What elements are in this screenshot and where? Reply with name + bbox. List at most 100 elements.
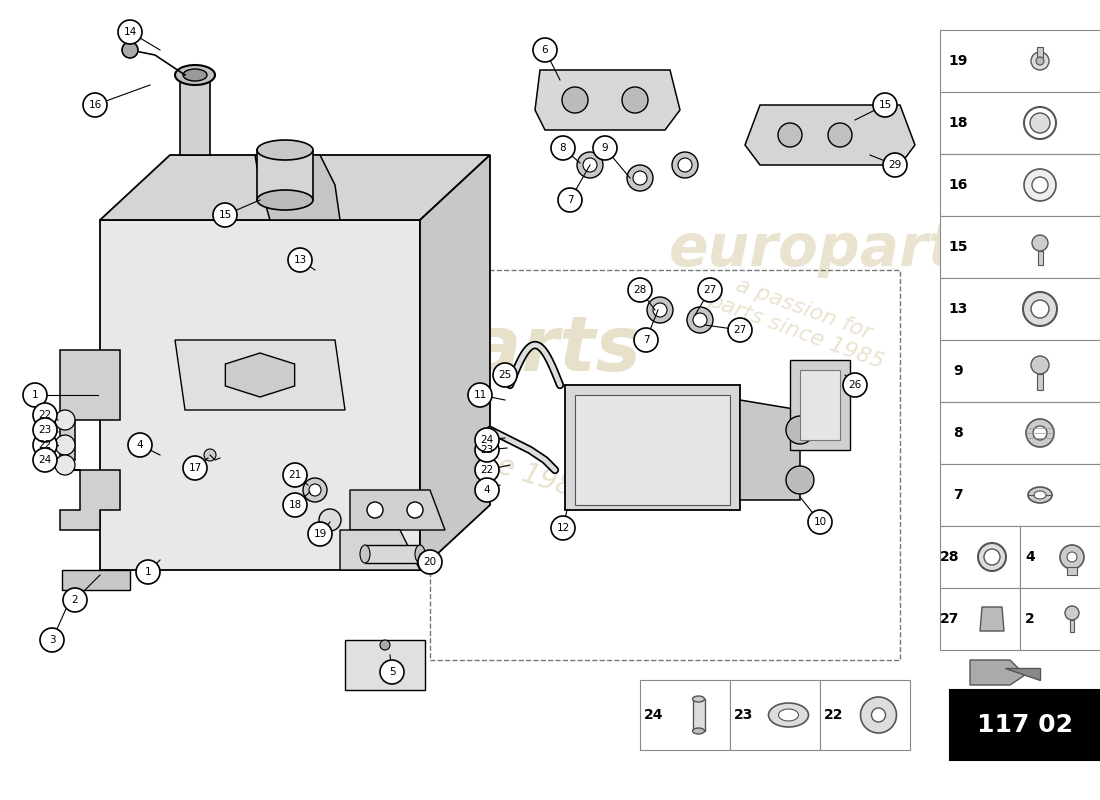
Circle shape <box>1031 300 1049 318</box>
Circle shape <box>1031 356 1049 374</box>
Circle shape <box>593 136 617 160</box>
Text: 28: 28 <box>634 285 647 295</box>
Polygon shape <box>420 155 490 570</box>
Circle shape <box>808 510 832 534</box>
Circle shape <box>122 42 138 58</box>
Circle shape <box>283 463 307 487</box>
Polygon shape <box>175 340 345 410</box>
Polygon shape <box>970 660 1025 685</box>
Bar <box>430 270 900 660</box>
Circle shape <box>728 318 752 342</box>
Text: 23: 23 <box>39 425 52 435</box>
Circle shape <box>475 438 499 462</box>
Polygon shape <box>535 70 680 130</box>
Circle shape <box>379 660 404 684</box>
Ellipse shape <box>415 545 425 563</box>
Circle shape <box>698 278 722 302</box>
Circle shape <box>843 373 867 397</box>
Bar <box>1037 374 1043 390</box>
Bar <box>940 216 1100 278</box>
Text: 24: 24 <box>481 435 494 445</box>
Polygon shape <box>740 400 800 500</box>
Bar <box>1067 567 1077 575</box>
Circle shape <box>578 152 603 178</box>
Circle shape <box>319 509 341 531</box>
Text: 24: 24 <box>39 455 52 465</box>
Text: 4: 4 <box>136 440 143 450</box>
Bar <box>1020 588 1100 650</box>
Text: 13: 13 <box>948 302 968 316</box>
Polygon shape <box>255 155 340 220</box>
Circle shape <box>407 502 424 518</box>
Text: 17: 17 <box>188 463 201 473</box>
Bar <box>940 154 1100 216</box>
Bar <box>940 588 1020 650</box>
Text: 22: 22 <box>39 440 52 450</box>
Text: 7: 7 <box>566 195 573 205</box>
Text: 2: 2 <box>1025 612 1035 626</box>
Polygon shape <box>180 80 210 155</box>
Circle shape <box>204 449 216 461</box>
Text: 13: 13 <box>294 255 307 265</box>
Text: 19: 19 <box>948 54 968 68</box>
Polygon shape <box>1005 668 1040 680</box>
Circle shape <box>418 550 442 574</box>
Ellipse shape <box>769 703 808 727</box>
Text: 26: 26 <box>848 380 861 390</box>
Circle shape <box>82 93 107 117</box>
Polygon shape <box>100 220 420 570</box>
Polygon shape <box>745 105 915 165</box>
Bar <box>940 278 1100 340</box>
Polygon shape <box>565 385 740 510</box>
Ellipse shape <box>183 69 207 81</box>
Circle shape <box>308 522 332 546</box>
Bar <box>730 680 820 750</box>
Bar <box>940 92 1100 154</box>
Circle shape <box>558 188 582 212</box>
Circle shape <box>475 428 499 452</box>
Polygon shape <box>980 607 1004 631</box>
Bar <box>940 340 1100 402</box>
Circle shape <box>63 588 87 612</box>
Text: 15: 15 <box>879 100 892 110</box>
Ellipse shape <box>360 545 370 563</box>
Text: 22: 22 <box>481 465 494 475</box>
Text: 4: 4 <box>484 485 491 495</box>
Bar <box>940 402 1100 464</box>
Text: 18: 18 <box>288 500 301 510</box>
Text: 23: 23 <box>735 708 754 722</box>
Text: 22: 22 <box>824 708 844 722</box>
Circle shape <box>1031 52 1049 70</box>
Circle shape <box>786 416 814 444</box>
Circle shape <box>632 171 647 185</box>
Circle shape <box>367 502 383 518</box>
Bar <box>820 680 910 750</box>
Circle shape <box>1026 419 1054 447</box>
Circle shape <box>634 328 658 352</box>
Text: 11: 11 <box>473 390 486 400</box>
Bar <box>575 395 730 505</box>
Text: 10: 10 <box>813 517 826 527</box>
Circle shape <box>1023 292 1057 326</box>
Text: 6: 6 <box>541 45 548 55</box>
Bar <box>950 690 1100 760</box>
Ellipse shape <box>175 65 214 85</box>
Circle shape <box>33 418 57 442</box>
Circle shape <box>118 20 142 44</box>
Circle shape <box>302 478 327 502</box>
Text: 18: 18 <box>948 116 968 130</box>
Polygon shape <box>340 530 420 570</box>
Circle shape <box>379 640 390 650</box>
Text: 2: 2 <box>72 595 78 605</box>
Ellipse shape <box>1028 487 1052 503</box>
Circle shape <box>213 203 236 227</box>
Polygon shape <box>350 490 446 530</box>
Circle shape <box>493 363 517 387</box>
Text: 1: 1 <box>32 390 39 400</box>
Circle shape <box>33 448 57 472</box>
Bar <box>1070 620 1074 632</box>
Polygon shape <box>60 350 120 460</box>
Circle shape <box>628 278 652 302</box>
Polygon shape <box>226 353 295 397</box>
Bar <box>800 370 840 440</box>
